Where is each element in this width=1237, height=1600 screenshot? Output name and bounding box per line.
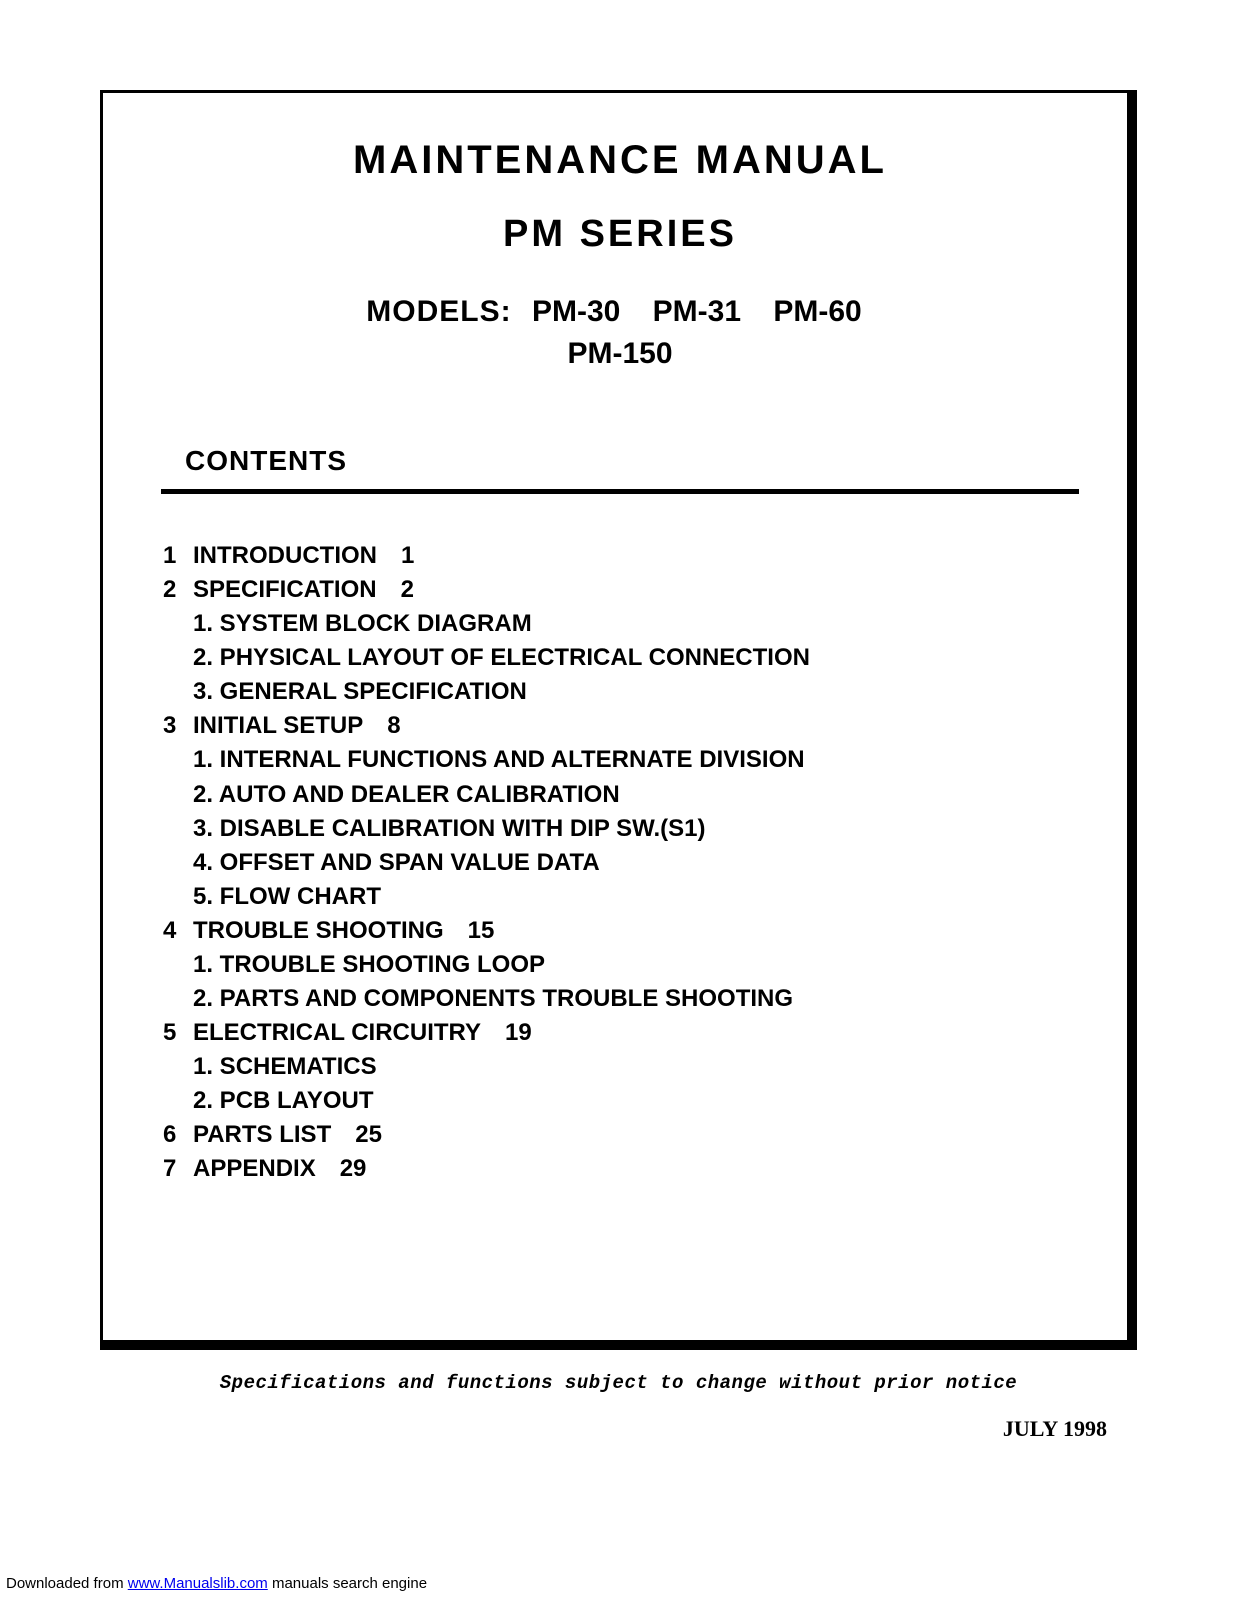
contents-rule bbox=[161, 489, 1079, 494]
download-prefix: Downloaded from bbox=[6, 1575, 128, 1592]
toc-page: 19 bbox=[505, 1016, 532, 1050]
title-main: MAINTENANCE MANUAL bbox=[163, 138, 1077, 183]
toc-page: 29 bbox=[340, 1152, 367, 1186]
title-series: PM SERIES bbox=[163, 213, 1077, 256]
toc-sub: 1. TROUBLE SHOOTING LOOP bbox=[163, 948, 1077, 982]
toc-num: 6 bbox=[163, 1118, 193, 1152]
toc-sub: 2. AUTO AND DEALER CALIBRATION bbox=[163, 778, 1077, 812]
toc-sub: 2. PARTS AND COMPONENTS TROUBLE SHOOTING bbox=[163, 982, 1077, 1016]
toc-title: TROUBLE SHOOTING bbox=[193, 914, 444, 948]
model-3: PM-150 bbox=[567, 337, 672, 370]
toc-sub: 1. SYSTEM BLOCK DIAGRAM bbox=[163, 607, 1077, 641]
toc-title: SPECIFICATION bbox=[193, 573, 377, 607]
toc-section-3: 3 INITIAL SETUP 8 bbox=[163, 709, 1077, 743]
toc-page: 8 bbox=[387, 709, 400, 743]
toc-sub: 4. OFFSET AND SPAN VALUE DATA bbox=[163, 846, 1077, 880]
toc-page: 1 bbox=[401, 539, 414, 573]
models-block: MODELS: PM-30 PM-31 PM-60 PM-150 bbox=[163, 291, 1077, 375]
toc-page: 15 bbox=[468, 914, 495, 948]
toc-section-5: 5 ELECTRICAL CIRCUITRY 19 bbox=[163, 1016, 1077, 1050]
toc-section-1: 1 INTRODUCTION 1 bbox=[163, 539, 1077, 573]
toc-page: 2 bbox=[401, 573, 414, 607]
publication-date: JULY 1998 bbox=[100, 1416, 1137, 1442]
toc-title: ELECTRICAL CIRCUITRY bbox=[193, 1016, 481, 1050]
toc-num: 1 bbox=[163, 539, 193, 573]
toc-sub: 3. DISABLE CALIBRATION WITH DIP SW.(S1) bbox=[163, 812, 1077, 846]
manualslib-link[interactable]: www.Manualslib.com bbox=[128, 1575, 268, 1592]
toc-sub: 2. PCB LAYOUT bbox=[163, 1084, 1077, 1118]
toc-title: APPENDIX bbox=[193, 1152, 316, 1186]
model-2: PM-60 bbox=[773, 295, 861, 328]
toc-title: INITIAL SETUP bbox=[193, 709, 363, 743]
page: MAINTENANCE MANUAL PM SERIES MODELS: PM-… bbox=[0, 0, 1237, 1482]
contents-heading: CONTENTS bbox=[185, 445, 1077, 477]
toc-num: 2 bbox=[163, 573, 193, 607]
toc-sub: 2. PHYSICAL LAYOUT OF ELECTRICAL CONNECT… bbox=[163, 641, 1077, 675]
toc-num: 7 bbox=[163, 1152, 193, 1186]
model-1: PM-31 bbox=[653, 295, 741, 328]
toc-num: 4 bbox=[163, 914, 193, 948]
toc-section-4: 4 TROUBLE SHOOTING 15 bbox=[163, 914, 1077, 948]
toc-section-2: 2 SPECIFICATION 2 bbox=[163, 573, 1077, 607]
download-suffix: manuals search engine bbox=[268, 1575, 427, 1592]
footer-disclaimer: Specifications and functions subject to … bbox=[100, 1372, 1137, 1394]
toc-sub: 3. GENERAL SPECIFICATION bbox=[163, 675, 1077, 709]
toc-title: INTRODUCTION bbox=[193, 539, 377, 573]
models-label: MODELS: bbox=[366, 295, 511, 328]
toc-num: 3 bbox=[163, 709, 193, 743]
content-frame: MAINTENANCE MANUAL PM SERIES MODELS: PM-… bbox=[100, 90, 1137, 1350]
model-0: PM-30 bbox=[532, 295, 620, 328]
toc-title: PARTS LIST bbox=[193, 1118, 331, 1152]
toc-sub: 1. SCHEMATICS bbox=[163, 1050, 1077, 1084]
toc-section-7: 7 APPENDIX 29 bbox=[163, 1152, 1077, 1186]
toc-section-6: 6 PARTS LIST 25 bbox=[163, 1118, 1077, 1152]
table-of-contents: 1 INTRODUCTION 1 2 SPECIFICATION 2 1. SY… bbox=[163, 539, 1077, 1186]
toc-sub: 5. FLOW CHART bbox=[163, 880, 1077, 914]
toc-sub: 1. INTERNAL FUNCTIONS AND ALTERNATE DIVI… bbox=[163, 743, 1077, 777]
toc-num: 5 bbox=[163, 1016, 193, 1050]
download-source-note: Downloaded from www.Manualslib.com manua… bbox=[6, 1575, 427, 1592]
toc-page: 25 bbox=[355, 1118, 382, 1152]
